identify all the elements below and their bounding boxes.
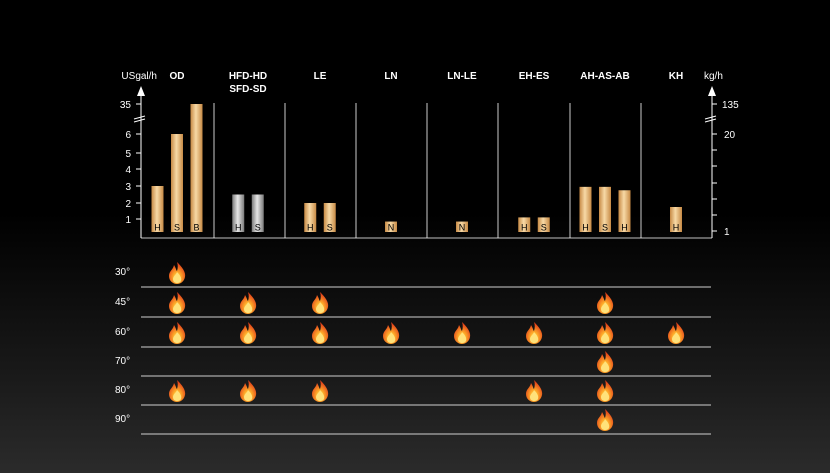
flame-icon [383,322,400,344]
angle-rows: 30° 45° 60° 70° 80° 90° [115,267,711,435]
bar-label: N [459,223,466,233]
group-name: LN-LE [447,71,477,82]
angle-label: 80° [115,385,130,396]
bar-label: S [255,223,261,233]
flame-icon [240,292,257,314]
left-tick-label: 1 [125,215,131,226]
bar-label: H [521,223,528,233]
flame-icon [169,292,186,314]
bar [304,203,317,232]
group-name: OD [170,71,185,82]
group-name: LE [314,71,327,82]
right-axis-unit: kg/h [704,71,723,82]
flame-icon [454,322,471,344]
bar-label: S [541,223,547,233]
group-name: AH-AS-AB [580,71,629,82]
bar-label: H [154,223,161,233]
left-ticks [136,103,141,220]
bar [599,186,611,232]
left-tick-label: 35 [120,100,132,111]
bar-label: H [582,223,589,233]
right-tick-label: 135 [722,100,739,111]
bar [537,217,550,232]
flame-icon [312,380,329,402]
bar [232,194,245,232]
bar-label: S [602,223,608,233]
right-axis-arrow [708,86,716,96]
angle-label: 60° [115,327,130,338]
left-tick-label: 5 [125,149,131,160]
flame-icon [169,322,186,344]
bar [190,104,203,232]
flame-icon [526,322,543,344]
bar-label: S [327,223,333,233]
flame-icon [240,322,257,344]
left-tick-label: 3 [125,182,131,193]
flame-icon [597,380,614,402]
angle-label: 45° [115,297,130,308]
flame-icon [597,351,614,373]
left-axis-arrow [137,86,145,96]
bar [670,207,682,232]
group-name: EH-ES [519,71,550,82]
right-tick-label: 1 [724,227,730,238]
angle-label: 90° [115,414,130,425]
right-ticks [712,103,717,232]
group-name-line2: SFD-SD [229,84,266,95]
group-name: HFD-HD [229,71,267,82]
flame-icon [526,380,543,402]
left-tick-label: 2 [125,199,131,210]
bar-label: H [621,223,628,233]
flame-icon [312,292,329,314]
bar-label: H [673,223,680,233]
bar [251,194,264,232]
flames [169,262,685,431]
flame-icon [312,322,329,344]
bar [171,134,183,232]
left-axis-unit: USgal/h [121,71,157,82]
flame-icon [240,380,257,402]
bar [385,221,397,232]
bar [618,190,631,232]
right-axis-break [704,115,717,123]
bar [579,186,592,232]
bar-label: H [235,223,242,233]
bar-label: N [388,223,395,233]
left-tick-label: 6 [125,130,131,141]
flame-icon [597,409,614,431]
flame-icon [597,322,614,344]
left-tick-label: 4 [125,165,131,176]
group-dividers [213,103,642,238]
bar-label: B [193,223,199,233]
flame-icon [169,380,186,402]
group-name: LN [384,71,397,82]
bar [456,221,468,232]
flame-icon [668,322,685,344]
right-tick-label: 20 [724,130,736,141]
flame-icon [597,292,614,314]
bar [151,186,164,232]
flame-icon [169,262,186,284]
angle-label: 70° [115,356,130,367]
bar [518,217,531,232]
bar [323,203,336,232]
bar-label: S [174,223,180,233]
bar-label: H [307,223,314,233]
group-name: KH [669,71,683,82]
left-axis-break [133,115,146,123]
angle-label: 30° [115,267,130,278]
group-names: OD HFD-HD SFD-SD LE LN LN-LE EH-ES AH-AS-AB KH [170,71,684,95]
